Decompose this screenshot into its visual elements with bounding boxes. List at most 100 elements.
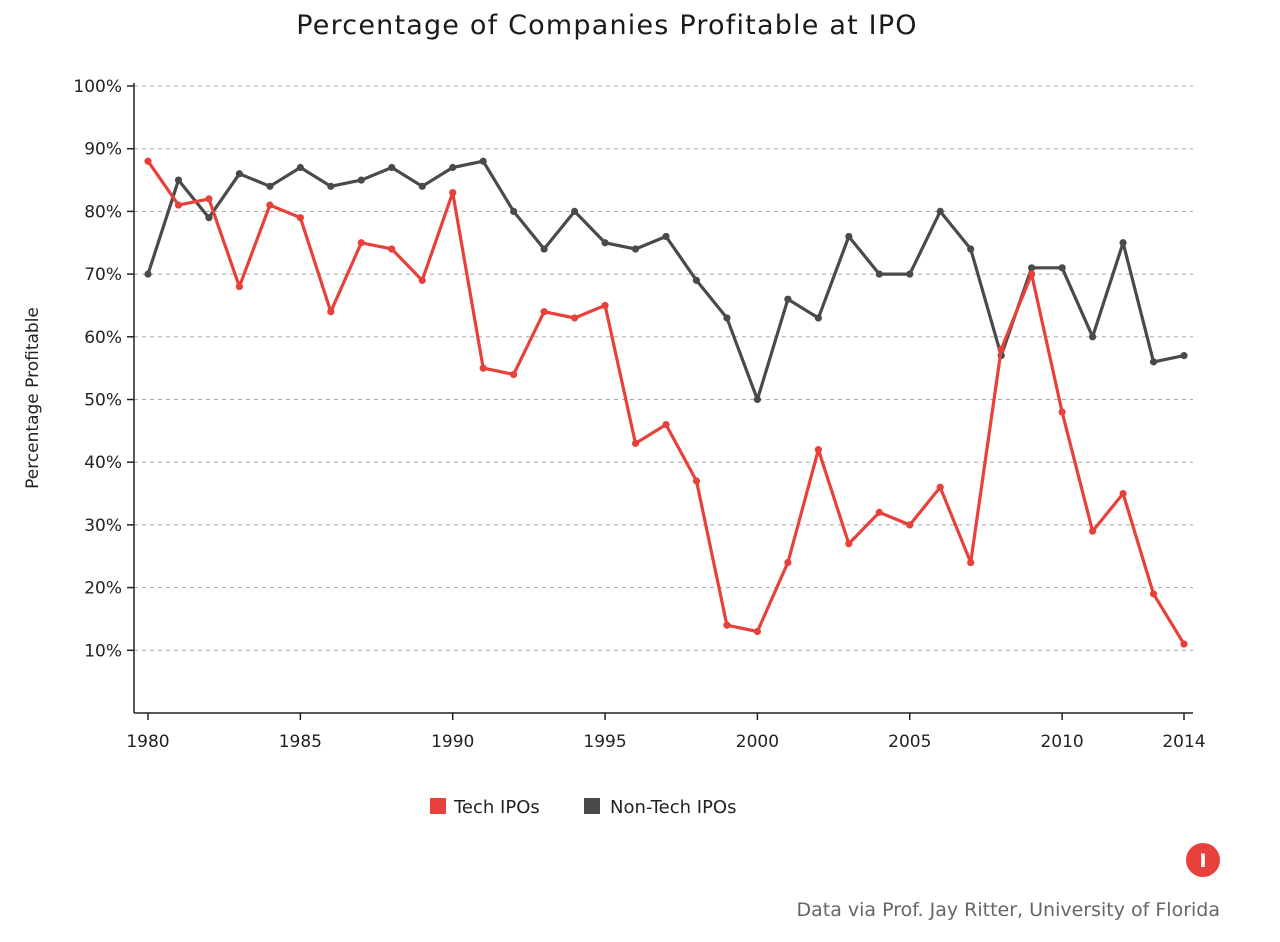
x-tick-label: 2014 (1162, 732, 1205, 752)
data-point (174, 176, 183, 184)
data-point (388, 163, 396, 172)
data-point (1058, 264, 1066, 272)
data-point (418, 276, 426, 284)
brand-logo-icon: I (1186, 843, 1220, 877)
data-point (1180, 640, 1188, 648)
data-point (266, 201, 274, 209)
data-point (906, 270, 914, 278)
data-point (327, 308, 335, 316)
legend: Tech IPOs Non-Tech IPOs (430, 797, 736, 818)
data-point (997, 345, 1005, 353)
grid-lines (134, 85, 1193, 651)
data-point (967, 558, 975, 567)
x-axis-ticks: 1980 1985 1990 1995 2000 2005 2010 2014 (126, 713, 1206, 752)
chart-title: Percentage of Companies Profitable at IP… (296, 10, 918, 41)
data-point (601, 301, 609, 310)
data-point (1149, 358, 1158, 366)
data-point (449, 188, 457, 197)
data-point (540, 245, 548, 253)
data-point (479, 364, 487, 372)
data-point (510, 207, 518, 215)
data-point (662, 420, 670, 429)
y-tick-label: 40% (84, 453, 122, 473)
data-point (510, 370, 518, 379)
data-point (144, 270, 152, 278)
x-tick-label: 2000 (736, 732, 779, 752)
data-point (692, 276, 701, 284)
y-axis-ticks: 10% 20% 30% 40% 50% 60% 70% 80% 90% 100% (73, 77, 134, 661)
data-point (875, 270, 883, 278)
data-point (205, 195, 213, 203)
data-point (144, 157, 152, 165)
y-tick-label: 10% (84, 641, 122, 661)
x-tick-label: 2010 (1040, 732, 1083, 752)
data-point (418, 182, 426, 190)
data-point (266, 182, 274, 190)
data-point (784, 558, 792, 567)
data-point (662, 232, 670, 241)
data-point (1058, 408, 1066, 416)
y-tick-label: 50% (84, 391, 122, 411)
source-note: Data via Prof. Jay Ritter, University of… (797, 899, 1221, 921)
data-point (449, 163, 457, 172)
data-point (479, 157, 487, 165)
data-point (906, 521, 914, 529)
y-tick-label: 70% (84, 265, 122, 285)
data-point (296, 163, 304, 172)
data-point (601, 239, 609, 247)
series-lines (144, 157, 1188, 648)
data-point (631, 439, 640, 447)
y-tick-label: 80% (84, 202, 122, 222)
data-point (357, 176, 365, 184)
y-tick-label: 100% (73, 77, 122, 97)
data-point (235, 283, 244, 291)
data-point (570, 207, 579, 215)
legend-swatch-tech (430, 798, 446, 814)
x-tick-label: 2005 (888, 732, 931, 752)
x-tick-label: 1995 (583, 732, 626, 752)
data-point (936, 207, 944, 215)
y-tick-label: 30% (84, 516, 122, 536)
data-point (784, 295, 792, 303)
data-point (1028, 270, 1036, 278)
legend-label-non-tech: Non-Tech IPOs (610, 797, 736, 818)
data-point (327, 182, 335, 190)
legend-label-tech: Tech IPOs (453, 797, 540, 818)
data-point (388, 245, 396, 253)
data-point (296, 214, 304, 222)
data-point (936, 483, 944, 491)
data-point (753, 395, 762, 404)
y-axis-label: Percentage Profitable (23, 307, 43, 489)
data-point (235, 170, 244, 178)
data-point (814, 446, 822, 454)
data-point (1088, 527, 1097, 535)
data-point (875, 508, 883, 516)
data-point (357, 239, 365, 247)
data-point (1119, 239, 1127, 247)
data-point (1088, 333, 1097, 341)
y-tick-label: 90% (84, 140, 122, 160)
legend-swatch-non-tech (584, 798, 600, 814)
data-point (570, 314, 579, 322)
data-point (967, 245, 975, 253)
logo-glyph: I (1199, 850, 1206, 872)
data-point (1149, 590, 1158, 598)
data-point (174, 201, 183, 209)
y-tick-label: 20% (84, 579, 122, 599)
x-tick-label: 1985 (279, 732, 322, 752)
data-point (540, 308, 548, 316)
x-tick-label: 1980 (126, 732, 169, 752)
y-tick-label: 60% (84, 328, 122, 348)
data-point (692, 477, 701, 485)
data-point (845, 232, 853, 241)
series-tech (144, 157, 1188, 648)
data-point (753, 627, 762, 636)
x-tick-label: 1990 (431, 732, 474, 752)
data-point (205, 214, 213, 222)
data-point (814, 314, 822, 322)
data-point (723, 314, 731, 322)
data-point (631, 245, 640, 253)
data-point (1119, 489, 1127, 498)
data-point (1028, 264, 1036, 272)
